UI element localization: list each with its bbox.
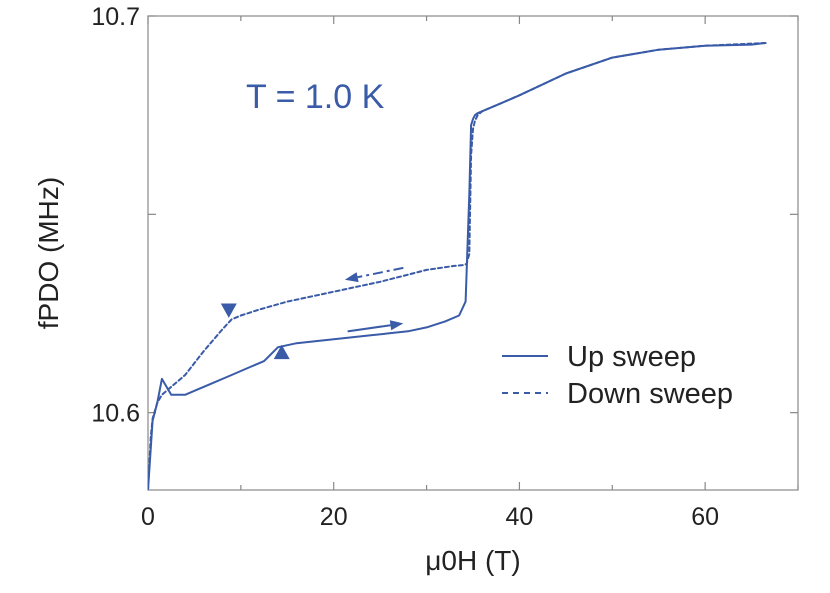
legend-label-down: Down sweep bbox=[567, 378, 733, 410]
up-sweep-arrow-head bbox=[389, 320, 404, 331]
legend: Up sweep Down sweep bbox=[502, 341, 733, 410]
legend-label-up: Up sweep bbox=[567, 341, 696, 373]
series-line-up-sweep bbox=[148, 42, 767, 490]
y-tick-label-10.7: 10.7 bbox=[91, 3, 140, 31]
y-tick-label-10.6: 10.6 bbox=[91, 400, 140, 428]
up-sweep-arrow-shaft bbox=[347, 324, 391, 333]
x-tick-label-40: 40 bbox=[506, 503, 534, 531]
series-line-down-sweep bbox=[148, 42, 767, 490]
annotation-temperature: T = 1.0 K bbox=[246, 78, 385, 116]
up-triangle-marker bbox=[273, 344, 290, 360]
x-axis-title: μ0H (T) bbox=[425, 545, 520, 576]
down-triangle-marker bbox=[220, 303, 237, 318]
x-tick-label-0: 0 bbox=[141, 503, 155, 531]
plot-frame bbox=[147, 15, 799, 491]
y-axis-title: fPDO (MHz) bbox=[33, 177, 64, 329]
down-sweep-arrow-shaft bbox=[357, 266, 404, 279]
down-sweep-arrow-head bbox=[344, 272, 359, 283]
x-tick-label-60: 60 bbox=[691, 503, 719, 531]
x-tick-label-20: 20 bbox=[320, 503, 348, 531]
